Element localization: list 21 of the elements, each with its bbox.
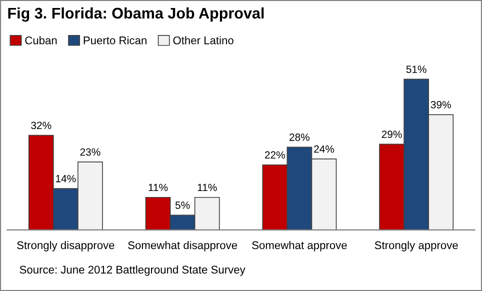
x-tick-label: Strongly approve — [374, 241, 458, 252]
data-label: 23% — [80, 148, 100, 156]
legend-label: Other Latino — [173, 36, 234, 44]
x-tick-label: Strongly disapprove — [17, 241, 114, 252]
chart-title: Fig 3. Florida: Obama Job Approval — [8, 7, 264, 22]
data-label: 32% — [31, 122, 52, 130]
data-label: 5% — [175, 202, 190, 209]
x-tick-label: Somewhat approve — [252, 241, 347, 252]
data-label: 11% — [198, 184, 217, 192]
legend-label: Puerto Rican — [84, 36, 146, 44]
data-label: 24% — [314, 145, 334, 153]
data-label: 39% — [430, 101, 451, 108]
source-note: Source: June 2012 Battleground State Survey — [20, 265, 246, 276]
data-label: 14% — [56, 174, 76, 182]
data-label: 22% — [264, 151, 285, 159]
legend-label: Cuban — [25, 36, 57, 44]
data-label: 28% — [290, 134, 310, 141]
data-label: 11% — [148, 184, 168, 192]
x-tick-label: Somewhat disapprove — [128, 241, 238, 252]
data-label: 29% — [382, 130, 402, 138]
data-label: 51% — [406, 66, 426, 73]
